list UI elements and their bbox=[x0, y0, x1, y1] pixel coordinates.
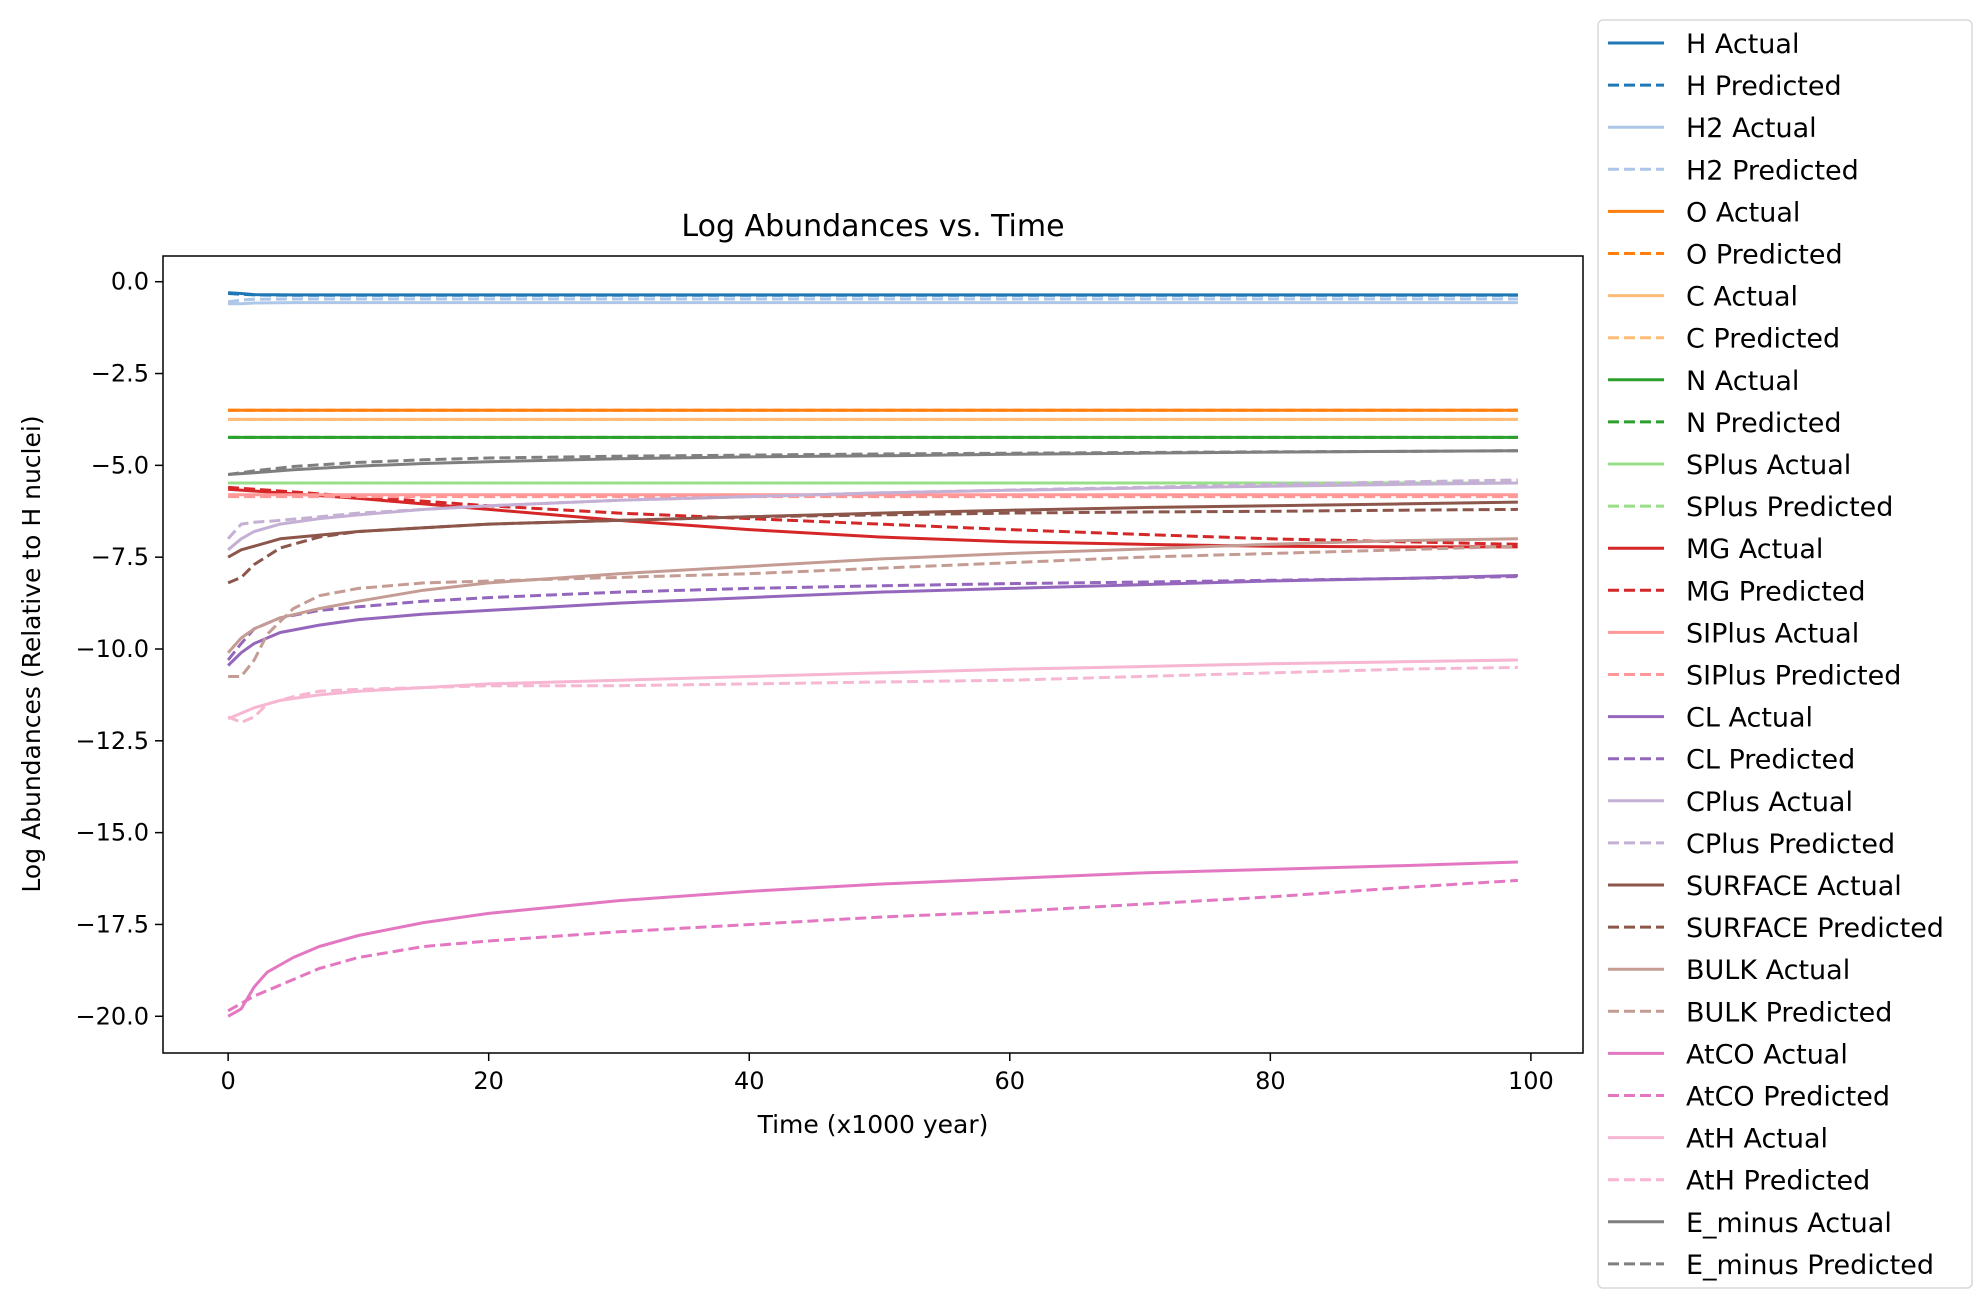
legend-label: H2 Predicted bbox=[1686, 155, 1859, 186]
y-tick-label: 0.0 bbox=[111, 268, 149, 296]
legend-label: H2 Actual bbox=[1686, 113, 1817, 144]
legend-label: SIPlus Predicted bbox=[1686, 661, 1901, 692]
x-tick-label: 0 bbox=[220, 1067, 235, 1095]
legend-label: SPlus Predicted bbox=[1686, 492, 1893, 523]
legend-label: MG Predicted bbox=[1686, 576, 1866, 607]
x-tick-label: 20 bbox=[473, 1067, 504, 1095]
x-axis: 0 20 40 60 80 100 bbox=[220, 1053, 1554, 1095]
y-tick-label: −7.5 bbox=[91, 543, 149, 571]
legend-label: E_minus Predicted bbox=[1686, 1250, 1934, 1281]
legend-label: O Actual bbox=[1686, 197, 1800, 228]
legend-label: C Actual bbox=[1686, 282, 1798, 313]
x-tick-label: 100 bbox=[1508, 1067, 1554, 1095]
y-tick-label: −10.0 bbox=[75, 635, 149, 663]
legend-label: BULK Actual bbox=[1686, 955, 1850, 986]
y-tick-label: −5.0 bbox=[91, 451, 149, 479]
y-axis-label: Log Abundances (Relative to H nuclei) bbox=[17, 415, 46, 892]
legend-label: BULK Predicted bbox=[1686, 997, 1892, 1028]
series-line-mg-predicted bbox=[227, 485, 1518, 546]
x-axis-label: Time (x1000 year) bbox=[757, 1110, 989, 1139]
legend-label: AtCO Predicted bbox=[1686, 1082, 1890, 1113]
series-layer bbox=[226, 291, 1518, 1018]
y-axis: 0.0 −2.5 −5.0 −7.5 −10.0 −12.5 −15.0 −17.5 −20.0 bbox=[75, 268, 163, 1030]
x-tick-label: 80 bbox=[1255, 1067, 1286, 1095]
legend-label: SURFACE Predicted bbox=[1686, 913, 1944, 944]
series-line-h-predicted bbox=[228, 292, 1518, 297]
series-line-e-minus-predicted bbox=[227, 449, 1518, 476]
series-line-ath-actual bbox=[227, 658, 1518, 721]
legend-label: O Predicted bbox=[1686, 240, 1843, 271]
series-line-bulk-actual bbox=[226, 537, 1518, 654]
x-tick-label: 40 bbox=[734, 1067, 765, 1095]
series-line-atco-actual bbox=[227, 860, 1518, 1018]
y-tick-label: −2.5 bbox=[91, 360, 149, 388]
chart-title: Log Abundances vs. Time bbox=[681, 209, 1064, 244]
y-tick-label: −12.5 bbox=[75, 727, 149, 755]
legend-label: SPlus Actual bbox=[1686, 450, 1851, 481]
legend-label: CL Actual bbox=[1686, 703, 1813, 734]
legend-label: SIPlus Actual bbox=[1686, 618, 1859, 649]
legend-label: E_minus Actual bbox=[1686, 1208, 1892, 1239]
legend-label: H Actual bbox=[1686, 29, 1799, 60]
legend-label: AtH Actual bbox=[1686, 1124, 1828, 1155]
legend-label: N Actual bbox=[1686, 366, 1799, 397]
x-tick-label: 60 bbox=[995, 1067, 1026, 1095]
legend-label: CPlus Predicted bbox=[1686, 829, 1895, 860]
legend-label: MG Actual bbox=[1686, 534, 1823, 565]
y-tick-label: −15.0 bbox=[75, 819, 149, 847]
legend-label: CL Predicted bbox=[1686, 745, 1855, 776]
series-line-h2-predicted bbox=[227, 297, 1518, 304]
series-line-mg-actual bbox=[227, 487, 1518, 549]
series-line-cl-actual bbox=[227, 574, 1518, 667]
series-line-h2-actual bbox=[228, 301, 1518, 306]
y-tick-label: −20.0 bbox=[75, 1002, 149, 1030]
series-line-e-minus-actual bbox=[227, 449, 1518, 476]
legend-label: AtCO Actual bbox=[1686, 1039, 1848, 1070]
series-line-atco-predicted bbox=[227, 878, 1518, 1013]
series-line-bulk-predicted bbox=[228, 544, 1518, 678]
plot-frame bbox=[162, 255, 1584, 1054]
series-line-ath-predicted bbox=[227, 665, 1518, 724]
legend: H Actual H Predicted H2 Actual H2 Predicted… bbox=[1597, 19, 1973, 1289]
legend-label: CPlus Actual bbox=[1686, 787, 1853, 818]
legend-label: SURFACE Actual bbox=[1686, 871, 1902, 902]
series-line-cplus-predicted bbox=[226, 478, 1518, 540]
legend-label: N Predicted bbox=[1686, 408, 1842, 439]
series-line-surface-predicted bbox=[227, 507, 1518, 585]
y-tick-label: −17.5 bbox=[75, 910, 149, 938]
legend-label: C Predicted bbox=[1686, 324, 1840, 355]
legend-box bbox=[1597, 19, 1973, 1289]
legend-label: H Predicted bbox=[1686, 71, 1842, 102]
legend-label: AtH Predicted bbox=[1686, 1166, 1870, 1197]
